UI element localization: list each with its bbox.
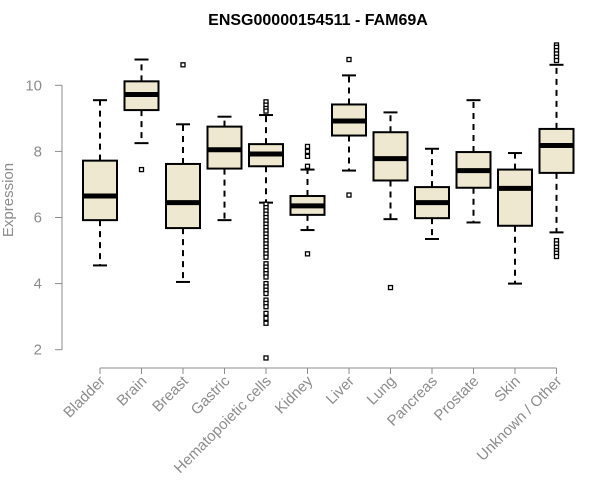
outlier-point <box>346 56 352 63</box>
x-tick-label: Bladder <box>60 373 109 422</box>
outlier-point <box>263 108 269 114</box>
outlier-point <box>263 290 269 297</box>
box-prostate <box>455 99 492 224</box>
iqr-box <box>82 159 118 222</box>
y-axis-label: Expression <box>0 163 17 237</box>
box-bladder <box>82 99 118 267</box>
outlier-point <box>263 254 269 260</box>
x-tick-label: Prostate <box>431 373 483 425</box>
iqr-box <box>165 162 201 230</box>
y-tick-label: 6 <box>34 210 42 227</box>
boxes <box>82 42 575 361</box>
outlier-point <box>553 253 560 260</box>
box-breast <box>165 62 201 283</box>
x-tick-label: Skin <box>491 373 524 406</box>
y-tick-label: 4 <box>34 276 42 293</box>
box-gastric <box>206 115 243 222</box>
x-tick-label: Brain <box>114 373 151 410</box>
box-hematopoietic-cells <box>248 99 284 361</box>
iqr-box <box>497 168 533 227</box>
box-skin <box>497 152 533 285</box>
outlier-point <box>263 355 269 361</box>
outlier-point <box>263 274 269 280</box>
box-brain <box>123 58 160 173</box>
iqr-box <box>538 127 575 174</box>
outlier-point <box>346 192 352 198</box>
y-tick-label: 10 <box>25 77 42 94</box>
outlier-point <box>304 153 311 160</box>
outlier-point <box>263 315 269 321</box>
outlier-point <box>263 320 269 326</box>
box-unknown-other <box>538 42 575 260</box>
outlier-point <box>138 166 145 173</box>
x-tick-label: Lung <box>364 373 400 409</box>
box-pancreas <box>414 147 450 240</box>
outlier-point <box>304 148 311 155</box>
chart-title: ENSG00000154511 - FAM69A <box>208 12 428 29</box>
box-kidney <box>289 143 326 257</box>
outlier-point <box>304 143 311 150</box>
x-tick-label: Breast <box>149 372 192 415</box>
outlier-point <box>304 251 311 257</box>
y-axis: 2 4 6 8 10 <box>25 77 63 359</box>
x-tick-label: Liver <box>323 373 358 408</box>
y-tick-label: 8 <box>34 143 42 160</box>
y-tick-label: 2 <box>34 342 42 359</box>
outlier-point <box>387 284 394 291</box>
outlier-point <box>304 163 311 169</box>
box-lung <box>372 111 409 291</box>
outlier-point <box>263 304 269 310</box>
outlier-point <box>180 62 186 68</box>
x-tick-label: Kidney <box>272 372 317 417</box>
box-liver <box>331 56 367 198</box>
outlier-point <box>263 310 269 316</box>
outlier-point <box>553 57 560 64</box>
